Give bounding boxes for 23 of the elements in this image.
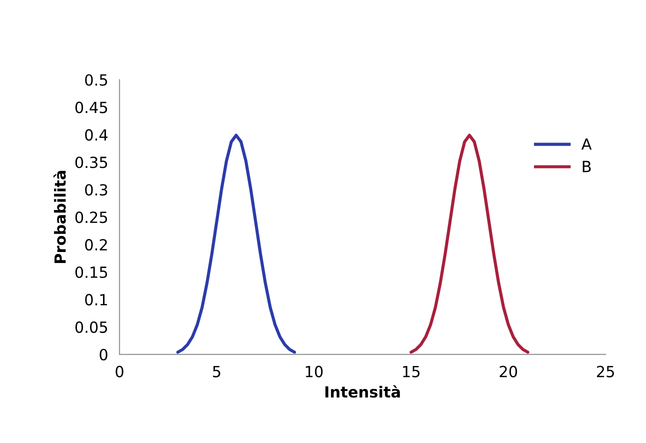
x-tick-label: 20 <box>500 366 518 378</box>
x-axis-title: Intensità <box>325 385 400 398</box>
x-tick-label: 25 <box>596 366 614 378</box>
y-tick-label: 0.05 <box>75 321 108 333</box>
y-tick-label: 0.35 <box>75 156 108 168</box>
x-tick-label: 15 <box>403 366 420 378</box>
x-tick-label: 0 <box>116 366 124 378</box>
y-axis-title: Probabilità <box>53 170 66 264</box>
legend-label: A <box>581 138 592 150</box>
line-series <box>176 134 296 354</box>
y-tick-label: 0.2 <box>85 239 107 251</box>
y-tick-label: 0.15 <box>75 266 108 278</box>
x-tick-label: 10 <box>306 366 323 378</box>
y-tick-label: 0 <box>100 348 108 360</box>
y-tick-label: 0.1 <box>85 294 107 306</box>
y-tick-label: 0.4 <box>85 129 108 141</box>
legend-label: B <box>582 160 591 172</box>
y-tick-label: 0.5 <box>85 74 108 86</box>
line-series <box>410 134 530 354</box>
y-tick-label: 0.3 <box>85 184 108 196</box>
x-tick-label: 5 <box>213 366 220 378</box>
y-tick-label: 0.25 <box>75 212 108 224</box>
y-tick-label: 0.45 <box>75 102 108 114</box>
